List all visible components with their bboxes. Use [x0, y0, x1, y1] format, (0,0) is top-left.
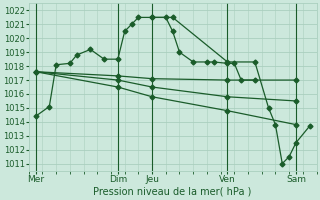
X-axis label: Pression niveau de la mer( hPa ): Pression niveau de la mer( hPa )	[93, 187, 252, 197]
